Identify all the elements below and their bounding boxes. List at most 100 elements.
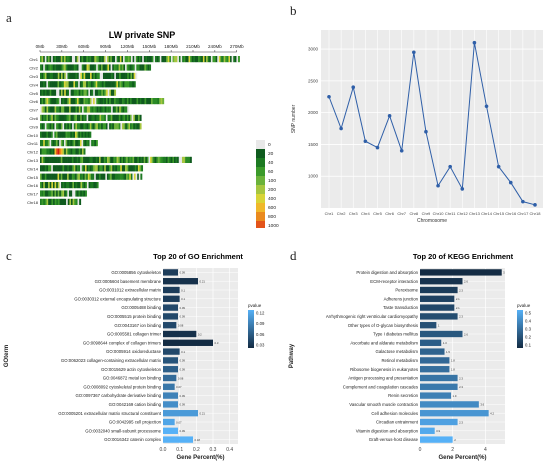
snp-density-cell bbox=[69, 72, 71, 79]
snp-density-cell bbox=[43, 89, 46, 96]
x-tick-label: 0.1 bbox=[176, 447, 183, 453]
snp-density-cell bbox=[80, 114, 83, 121]
snp-density-cell bbox=[48, 190, 50, 197]
snp-density-cell bbox=[74, 81, 77, 88]
snp-density-cell bbox=[73, 89, 76, 96]
snp-density-cell bbox=[56, 98, 58, 105]
snp-density-cell bbox=[57, 131, 60, 138]
snp-density-cell bbox=[70, 98, 73, 105]
snp-density-cell bbox=[120, 106, 123, 113]
snp-density-cell bbox=[54, 56, 57, 63]
snp-density-cell bbox=[105, 64, 108, 71]
snp-density-cell bbox=[62, 173, 65, 180]
snp-density-cell bbox=[76, 165, 79, 172]
snp-density-cell bbox=[138, 98, 141, 105]
snp-density-cell bbox=[57, 72, 60, 79]
snp-density-cell bbox=[120, 98, 123, 105]
bar-value-label: 0.1 bbox=[181, 350, 185, 354]
snp-density-cell bbox=[108, 56, 111, 63]
snp-density-cell bbox=[86, 114, 89, 121]
snp-density-cell bbox=[186, 156, 189, 163]
snp-density-cell bbox=[159, 156, 162, 163]
enrichment-bar bbox=[420, 348, 445, 355]
category-label: GO:0031012 extracellular matrix bbox=[99, 288, 162, 293]
snp-density-cell bbox=[62, 123, 65, 130]
bar-value-label: 2.1 bbox=[456, 306, 460, 310]
snp-density-cell bbox=[135, 156, 138, 163]
snp-density-cell bbox=[101, 89, 104, 96]
snp-density-cell bbox=[68, 140, 71, 147]
snp-density-cell bbox=[62, 72, 65, 79]
go-enrichment-chart: Top 20 of GO Enrichment 0.0 0.1 0.2 0.3 0.4 GO… bbox=[4, 252, 265, 461]
snp-density-cell bbox=[88, 98, 91, 105]
snp-density-cell bbox=[64, 106, 67, 113]
legend-label: 40 bbox=[268, 160, 274, 166]
snp-density-cell bbox=[56, 64, 58, 71]
snp-density-cell bbox=[105, 156, 108, 163]
enrichment-bar bbox=[420, 418, 458, 426]
snp-density-cell bbox=[94, 165, 97, 172]
snp-density-cell bbox=[86, 106, 89, 113]
snp-density-cell bbox=[55, 131, 58, 138]
snp-density-cell bbox=[119, 106, 122, 113]
snp-density-cell bbox=[129, 81, 131, 88]
x-tick-label: 270Mb bbox=[230, 44, 244, 49]
snp-density-cell bbox=[107, 98, 110, 105]
bar-value-label: 1.5 bbox=[446, 350, 450, 354]
snp-density-cell bbox=[43, 140, 46, 147]
snp-density-cell bbox=[96, 114, 99, 121]
snp-density-cell bbox=[95, 173, 98, 180]
snp-density-cell bbox=[41, 182, 44, 189]
snp-density-cell bbox=[41, 148, 44, 155]
snp-density-cell bbox=[70, 114, 73, 121]
snp-density-cell bbox=[41, 98, 44, 105]
snp-density-cell bbox=[162, 156, 165, 163]
snp-density-cell bbox=[128, 165, 131, 172]
snp-density-cell bbox=[126, 123, 129, 130]
category-label: GO:0062023 collagen-containing extracell… bbox=[61, 358, 162, 363]
snp-density-cell bbox=[178, 56, 181, 63]
snp-density-cell bbox=[43, 173, 46, 180]
bar-value-label: 2.3 bbox=[459, 376, 463, 380]
snp-density-cell bbox=[59, 165, 62, 172]
snp-density-cell bbox=[134, 165, 137, 172]
snp-density-cell bbox=[59, 173, 62, 180]
snp-density-cell bbox=[52, 140, 55, 147]
snp-density-cell bbox=[117, 98, 120, 105]
snp-density-cell bbox=[103, 156, 106, 163]
x-tick-label: Chr3 bbox=[349, 211, 358, 216]
snp-density-cell bbox=[65, 140, 68, 147]
snp-density-cell bbox=[57, 165, 60, 172]
snp-density-cell bbox=[57, 156, 60, 163]
snp-density-cell bbox=[40, 156, 42, 163]
snp-density-cell bbox=[104, 165, 107, 172]
snp-density-cell bbox=[108, 81, 111, 88]
snp-density-cell bbox=[217, 56, 220, 63]
snp-density-cell bbox=[49, 106, 52, 113]
snp-density-cell bbox=[43, 98, 46, 105]
snp-density-cell bbox=[100, 81, 103, 88]
snp-density-cell bbox=[79, 198, 82, 205]
snp-density-cell bbox=[134, 156, 137, 163]
snp-density-cell bbox=[166, 156, 168, 163]
snp-density-cell bbox=[85, 190, 87, 197]
snp-density-cell bbox=[78, 148, 81, 155]
snp-density-cell bbox=[70, 64, 73, 71]
snp-density-cell bbox=[60, 72, 63, 79]
snp-density-cell bbox=[112, 98, 115, 105]
snp-density-cell bbox=[103, 173, 106, 180]
snp-density-cell bbox=[126, 98, 129, 105]
x-tick-label: 0.4 bbox=[226, 447, 233, 453]
snp-density-cell bbox=[127, 106, 130, 113]
snp-density-cell bbox=[85, 89, 88, 96]
legend-label: 0.1 bbox=[525, 343, 532, 348]
snp-density-cell bbox=[40, 198, 42, 205]
snp-density-cell bbox=[120, 114, 123, 121]
snp-density-cell bbox=[167, 56, 170, 63]
snp-density-cell bbox=[139, 114, 142, 121]
snp-density-cell bbox=[102, 165, 105, 172]
snp-density-cell bbox=[69, 148, 71, 155]
snp-density-cell bbox=[144, 98, 147, 105]
snp-density-cell bbox=[95, 56, 98, 63]
snp-density-cell bbox=[60, 64, 63, 71]
